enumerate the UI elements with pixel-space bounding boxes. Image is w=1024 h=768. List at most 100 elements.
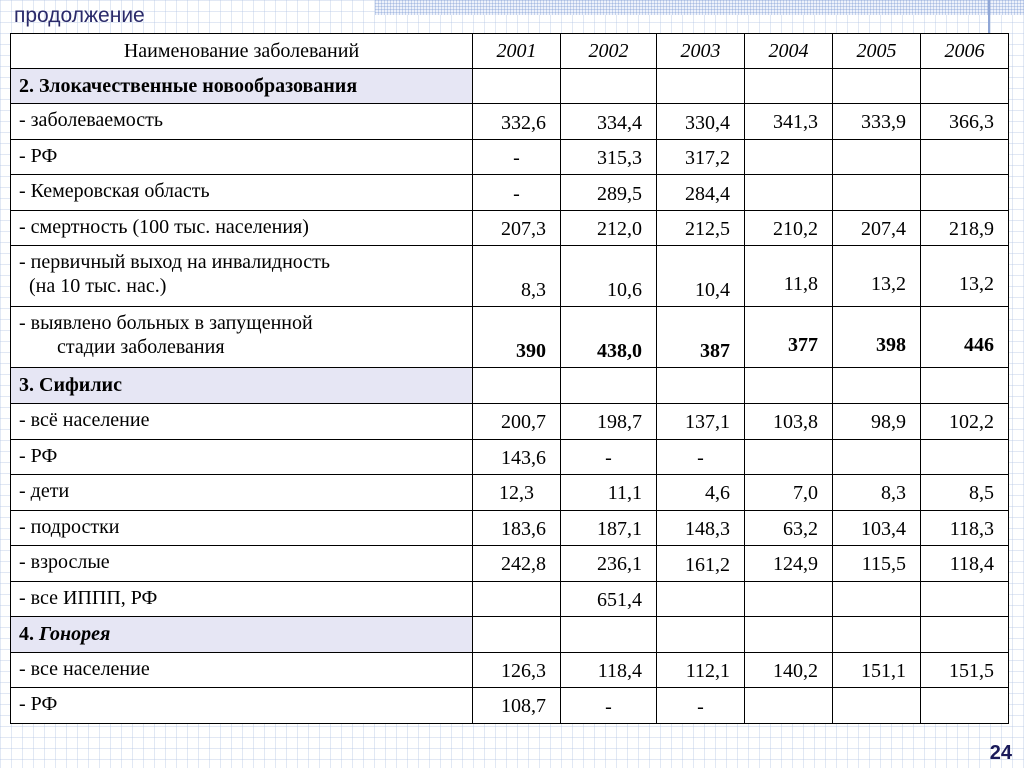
section-title: 4. Гонорея <box>10 616 473 653</box>
table-cell: 332,6 <box>472 103 561 140</box>
column-header-year: 2006 <box>920 33 1009 69</box>
table-cell <box>920 687 1009 724</box>
table-cell: 118,4 <box>920 545 1009 582</box>
table-cell <box>744 687 833 724</box>
table-cell <box>832 139 921 175</box>
table-cell: - <box>560 687 657 724</box>
table-row: - РФ 143,6 - - <box>10 439 1009 475</box>
section-row-malignant: 2. Злокачественные новообразования <box>10 68 1009 104</box>
table-cell: - <box>472 174 561 211</box>
table-cell: 212,0 <box>560 210 657 246</box>
row-label-line: - выявлено больных в запущенной <box>19 312 313 334</box>
table-cell: 446 <box>920 306 1009 368</box>
table-cell: 390 <box>472 306 561 368</box>
row-label-line: стадии заболевания <box>57 336 225 358</box>
table-row: - Кемеровская область - 289,5 284,4 <box>10 174 1009 211</box>
table-cell: - <box>560 439 657 475</box>
table-cell: 143,6 <box>472 439 561 475</box>
row-label: - заболеваемость <box>10 103 473 140</box>
row-label: - РФ <box>10 687 473 724</box>
table-cell <box>744 581 833 617</box>
table-cell: 103,8 <box>744 403 833 440</box>
disease-statistics-table: Наименование заболеваний 2001 2002 2003 … <box>10 33 1009 724</box>
row-label: - смертность (100 тыс. населения) <box>10 210 473 246</box>
table-row: - РФ 108,7 - - <box>10 687 1009 724</box>
column-header-year: 2002 <box>560 33 657 69</box>
table-cell: 198,7 <box>560 403 657 440</box>
table-cell: - <box>656 687 745 724</box>
table-cell: 289,5 <box>560 174 657 211</box>
table-cell: - <box>472 139 561 175</box>
table-cell: 11,1 <box>560 474 657 511</box>
table-cell: 115,5 <box>832 545 921 582</box>
table-row: - дети 12,3 11,1 4,6 7,0 8,3 8,5 <box>10 474 1009 511</box>
table-cell: - <box>656 439 745 475</box>
table-cell: 10,6 <box>560 245 657 307</box>
row-label: - всё население <box>10 403 473 440</box>
table-cell <box>744 139 833 175</box>
table-cell: 8,5 <box>920 474 1009 511</box>
table-cell <box>832 581 921 617</box>
table-cell: 236,1 <box>560 545 657 582</box>
row-label: - выявлено больных в запущенной стадии за… <box>10 306 473 368</box>
table-cell <box>832 174 921 211</box>
table-cell: 118,4 <box>560 652 657 688</box>
column-header-year: 2001 <box>472 33 561 69</box>
table-cell <box>920 581 1009 617</box>
table-cell <box>920 139 1009 175</box>
table-row: - всё население 200,7 198,7 137,1 103,8 … <box>10 403 1009 440</box>
table-cell <box>656 581 745 617</box>
section-title: 2. Злокачественные новообразования <box>10 68 473 104</box>
table-row: - все ИППП, РФ 651,4 <box>10 581 1009 617</box>
table-cell <box>920 174 1009 211</box>
table-cell: 108,7 <box>472 687 561 724</box>
table-cell: 218,9 <box>920 210 1009 246</box>
row-label-line: (на 10 тыс. нас.) <box>29 275 167 297</box>
table-cell: 377 <box>744 306 833 368</box>
table-cell: 333,9 <box>832 103 921 140</box>
table-row: - все население 126,3 118,4 112,1 140,2 … <box>10 652 1009 688</box>
table-row: - подростки 183,6 187,1 148,3 63,2 103,4… <box>10 510 1009 546</box>
page-number: 24 <box>989 742 1012 764</box>
continuation-label: продолжение <box>14 4 145 27</box>
table-cell: 161,2 <box>656 545 745 582</box>
table-cell: 118,3 <box>920 510 1009 546</box>
section-title: 3. Сифилис <box>10 367 473 404</box>
table-cell <box>472 581 561 617</box>
table-cell: 7,0 <box>744 474 833 511</box>
row-label-line: - первичный выход на инвалидность <box>19 251 331 273</box>
row-label: - первичный выход на инвалидность (на 10 … <box>10 245 473 307</box>
table-cell: 10,4 <box>656 245 745 307</box>
table-cell: 284,4 <box>656 174 745 211</box>
section-row-syphilis: 3. Сифилис <box>10 367 1009 404</box>
table-header-row: Наименование заболеваний 2001 2002 2003 … <box>10 33 1009 69</box>
table-cell: 210,2 <box>744 210 833 246</box>
row-label: - подростки <box>10 510 473 546</box>
column-header-year: 2005 <box>832 33 921 69</box>
table-cell: 126,3 <box>472 652 561 688</box>
table-cell: 315,3 <box>560 139 657 175</box>
row-label: - все население <box>10 652 473 688</box>
table-cell: 148,3 <box>656 510 745 546</box>
row-label: - взрослые <box>10 545 473 582</box>
table-cell: 207,4 <box>832 210 921 246</box>
table-cell: 651,4 <box>560 581 657 617</box>
table-cell: 330,4 <box>656 103 745 140</box>
table-cell: 124,9 <box>744 545 833 582</box>
table-cell: 8,3 <box>472 245 561 307</box>
table-cell: 112,1 <box>656 652 745 688</box>
table-row: - взрослые 242,8 236,1 161,2 124,9 115,5… <box>10 545 1009 582</box>
table-cell: 4,6 <box>656 474 745 511</box>
table-cell: 212,5 <box>656 210 745 246</box>
table-row: - РФ - 315,3 317,2 <box>10 139 1009 175</box>
column-header-year: 2004 <box>744 33 833 69</box>
section-row-gonorrhea: 4. Гонорея <box>10 616 1009 653</box>
table-cell: 8,3 <box>832 474 921 511</box>
table-cell: 207,3 <box>472 210 561 246</box>
table-cell: 13,2 <box>832 245 921 307</box>
row-label: - все ИППП, РФ <box>10 581 473 617</box>
table-cell: 183,6 <box>472 510 561 546</box>
table-cell: 387 <box>656 306 745 368</box>
table-cell: 200,7 <box>472 403 561 440</box>
header-pattern-band <box>375 0 1024 15</box>
